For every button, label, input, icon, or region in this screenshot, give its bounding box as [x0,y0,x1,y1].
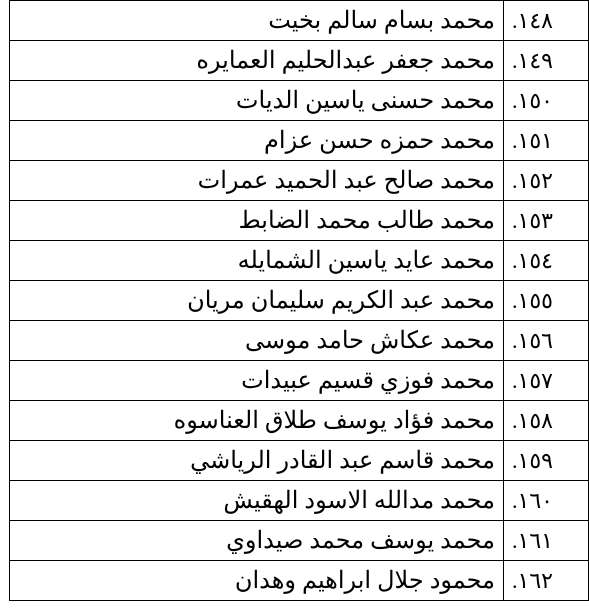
row-index: .١٥٠ [504,81,589,121]
row-index: .١٤٨ [504,1,589,41]
row-index: .١٥٣ [504,201,589,241]
row-index: .١٥٥ [504,281,589,321]
row-name: محمد عبد الكريم سليمان مريان [10,281,504,321]
row-name: محمد حمزه حسن عزام [10,121,504,161]
row-name: محمد يوسف محمد صيداوي [10,521,504,561]
row-name: محمد بسام سالم بخيت [10,1,504,41]
row-name: محمد قاسم عبد القادر الرياشي [10,441,504,481]
table-row: .١٦١محمد يوسف محمد صيداوي [10,521,589,561]
row-name: محمد صالح عبد الحميد عمرات [10,161,504,201]
row-name: محمد طالب محمد الضابط [10,201,504,241]
names-table-container: .١٤٨محمد بسام سالم بخيت.١٤٩محمد جعفر عبد… [9,0,589,601]
row-index: .١٥٧ [504,361,589,401]
table-row: .١٥٨محمد فؤاد يوسف طلاق العناسوه [10,401,589,441]
row-index: .١٥٤ [504,241,589,281]
table-row: .١٤٨محمد بسام سالم بخيت [10,1,589,41]
row-name: محمد فوزي قسيم عبيدات [10,361,504,401]
row-name: محمد عايد ياسين الشمايله [10,241,504,281]
table-row: .١٥٤محمد عايد ياسين الشمايله [10,241,589,281]
row-name: محمد فؤاد يوسف طلاق العناسوه [10,401,504,441]
row-name: محمود جلال ابراهيم وهدان [10,561,504,601]
row-index: .١٤٩ [504,41,589,81]
table-row: .١٦٠محمد مدالله الاسود الهقيش [10,481,589,521]
row-index: .١٦٠ [504,481,589,521]
names-table: .١٤٨محمد بسام سالم بخيت.١٤٩محمد جعفر عبد… [9,0,589,601]
table-row: .١٥٩محمد قاسم عبد القادر الرياشي [10,441,589,481]
table-row: .١٥١محمد حمزه حسن عزام [10,121,589,161]
row-index: .١٦١ [504,521,589,561]
row-index: .١٥٦ [504,321,589,361]
table-row: .١٤٩محمد جعفر عبدالحليم العمايره [10,41,589,81]
table-row: .١٥٥محمد عبد الكريم سليمان مريان [10,281,589,321]
table-row: .١٥٣محمد طالب محمد الضابط [10,201,589,241]
row-index: .١٥٩ [504,441,589,481]
table-row: .١٥٢محمد صالح عبد الحميد عمرات [10,161,589,201]
table-row: .١٦٢محمود جلال ابراهيم وهدان [10,561,589,601]
row-name: محمد جعفر عبدالحليم العمايره [10,41,504,81]
table-row: .١٥٧محمد فوزي قسيم عبيدات [10,361,589,401]
row-index: .١٥١ [504,121,589,161]
row-name: محمد مدالله الاسود الهقيش [10,481,504,521]
row-name: محمد عكاش حامد موسى [10,321,504,361]
row-index: .١٥٢ [504,161,589,201]
table-row: .١٥٦محمد عكاش حامد موسى [10,321,589,361]
row-index: .١٥٨ [504,401,589,441]
table-row: .١٥٠محمد حسنى ياسين الديات [10,81,589,121]
row-index: .١٦٢ [504,561,589,601]
row-name: محمد حسنى ياسين الديات [10,81,504,121]
